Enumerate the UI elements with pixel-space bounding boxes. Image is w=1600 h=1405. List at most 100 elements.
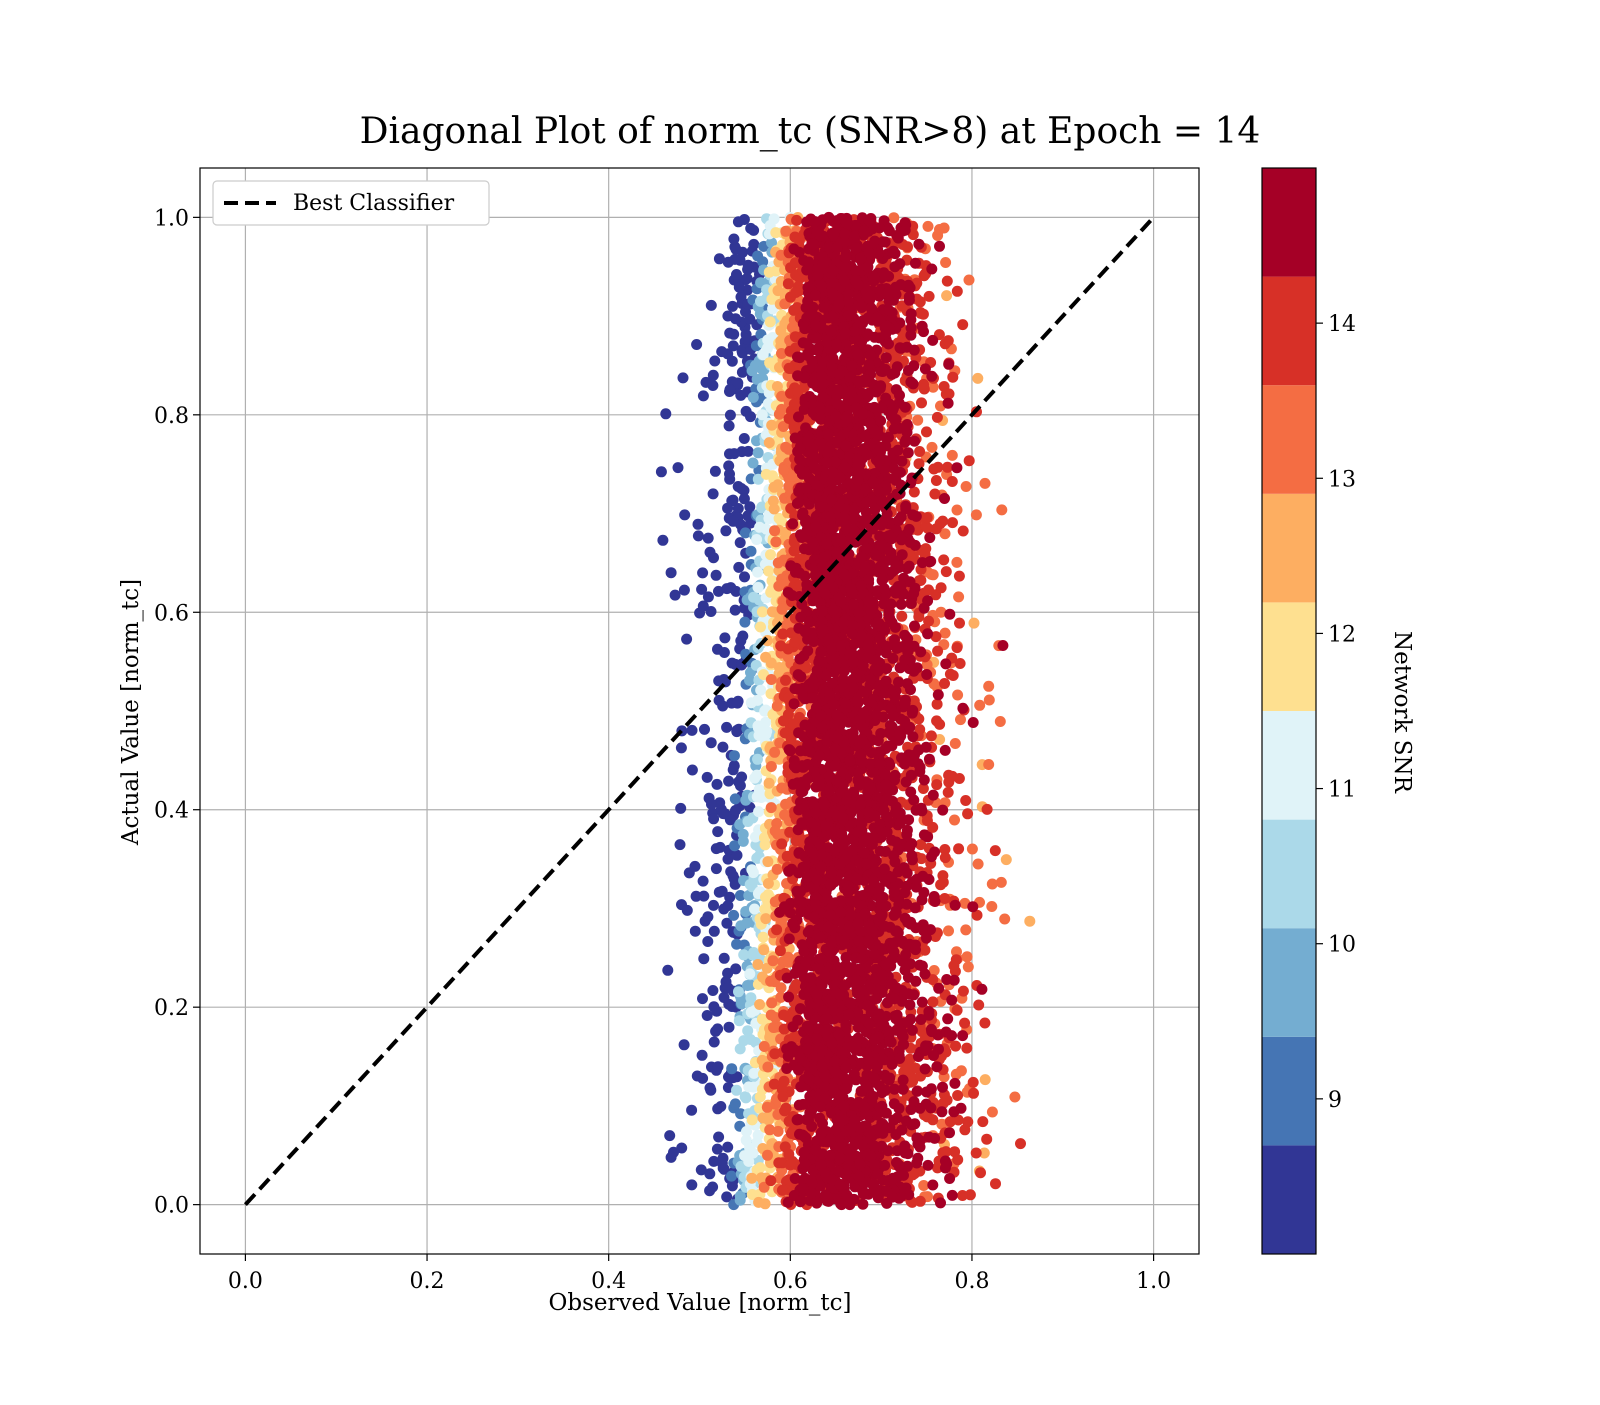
- scatter-point: [944, 609, 955, 620]
- scatter-point: [711, 843, 722, 854]
- scatter-point: [775, 945, 786, 956]
- scatter-point: [935, 518, 946, 529]
- scatter-point: [778, 1010, 789, 1021]
- scatter-point: [749, 773, 760, 784]
- scatter-point: [773, 285, 784, 296]
- scatter-point: [938, 877, 949, 888]
- scatter-point: [656, 466, 667, 477]
- scatter-point: [673, 462, 684, 473]
- scatter-point: [933, 689, 944, 700]
- scatter-point: [996, 504, 1007, 515]
- scatter-point: [679, 585, 690, 596]
- scatter-point: [745, 879, 756, 890]
- scatter-point: [746, 1007, 757, 1018]
- scatter-point: [981, 1134, 992, 1145]
- scatter-point: [894, 258, 905, 269]
- scatter-point: [670, 590, 681, 601]
- scatter-point: [722, 1142, 733, 1153]
- scatter-point: [728, 234, 739, 245]
- scatter-point: [709, 356, 720, 367]
- scatter-point: [960, 795, 971, 806]
- scatter-point: [858, 1188, 869, 1199]
- scatter-point: [931, 475, 942, 486]
- scatter-point: [712, 1023, 723, 1034]
- scatter-point: [753, 1197, 764, 1208]
- scatter-point: [902, 1064, 913, 1075]
- scatter-point: [769, 1022, 780, 1033]
- scatter-point: [783, 278, 794, 289]
- scatter-point: [719, 953, 730, 964]
- scatter-point: [947, 476, 958, 487]
- scatter-point: [923, 1160, 934, 1171]
- scatter-point: [957, 319, 968, 330]
- scatter-point: [924, 754, 935, 765]
- scatter-point: [697, 567, 708, 578]
- scatter-point: [747, 1114, 758, 1125]
- scatter-point: [772, 864, 783, 875]
- scatter-point: [921, 426, 932, 437]
- scatter-point: [744, 675, 755, 686]
- scatter-point: [883, 339, 894, 350]
- scatter-point: [952, 642, 963, 653]
- scatter-point: [916, 1014, 927, 1025]
- scatter-point: [938, 554, 949, 565]
- scatter-point: [783, 957, 794, 968]
- scatter-point: [760, 913, 771, 924]
- scatter-point: [949, 1078, 960, 1089]
- scatter-point: [778, 715, 789, 726]
- scatter-point: [712, 644, 723, 655]
- scatter-point: [922, 628, 933, 639]
- scatter-point: [896, 611, 907, 622]
- scatter-point: [727, 1180, 738, 1191]
- scatter-point: [725, 384, 736, 395]
- scatter-point: [794, 497, 805, 508]
- scatter-point: [711, 1006, 722, 1017]
- scatter-point: [687, 765, 698, 776]
- scatter-point: [916, 397, 927, 408]
- scatter-point: [932, 412, 943, 423]
- scatter-point: [765, 549, 776, 560]
- chart-title: Diagonal Plot of norm_tc (SNR>8) at Epoc…: [360, 111, 1261, 152]
- scatter-point: [902, 868, 913, 879]
- scatter-point: [708, 488, 719, 499]
- scatter-point: [776, 982, 787, 993]
- scatter-point: [777, 1185, 788, 1196]
- scatter-point: [926, 1026, 937, 1037]
- scatter-point: [912, 1086, 923, 1097]
- scatter-point: [940, 257, 951, 268]
- scatter-point: [766, 674, 777, 685]
- scatter-point: [936, 582, 947, 593]
- scatter-point: [951, 462, 962, 473]
- scatter-point: [927, 996, 938, 1007]
- scatter-point: [706, 300, 717, 311]
- scatter-point: [962, 1116, 973, 1127]
- scatter-point: [961, 1043, 972, 1054]
- scatter-point: [1024, 916, 1035, 927]
- scatter-point: [952, 1090, 963, 1101]
- scatter-point: [698, 891, 709, 902]
- scatter-point: [706, 799, 717, 810]
- scatter-point: [931, 779, 942, 790]
- scatter-point: [789, 399, 800, 410]
- scatter-point: [763, 878, 774, 889]
- scatter-point: [704, 1168, 715, 1179]
- scatter-point: [941, 290, 952, 301]
- scatter-point: [983, 681, 994, 692]
- scatter-point: [752, 959, 763, 970]
- scatter-point: [743, 260, 754, 271]
- scatter-point: [769, 504, 780, 515]
- scatter-point: [703, 533, 714, 544]
- scatter-point: [748, 458, 759, 469]
- scatter-point: [754, 784, 765, 795]
- scatter-point: [769, 525, 780, 536]
- scatter-point: [910, 258, 921, 269]
- scatter-point: [664, 1130, 675, 1141]
- scatter-point: [932, 646, 943, 657]
- scatter-point: [748, 392, 759, 403]
- scatter-point: [792, 1015, 803, 1026]
- scatter-point: [990, 845, 1001, 856]
- scatter-point: [987, 879, 998, 890]
- scatter-point: [927, 335, 938, 346]
- scatter-point: [666, 1152, 677, 1163]
